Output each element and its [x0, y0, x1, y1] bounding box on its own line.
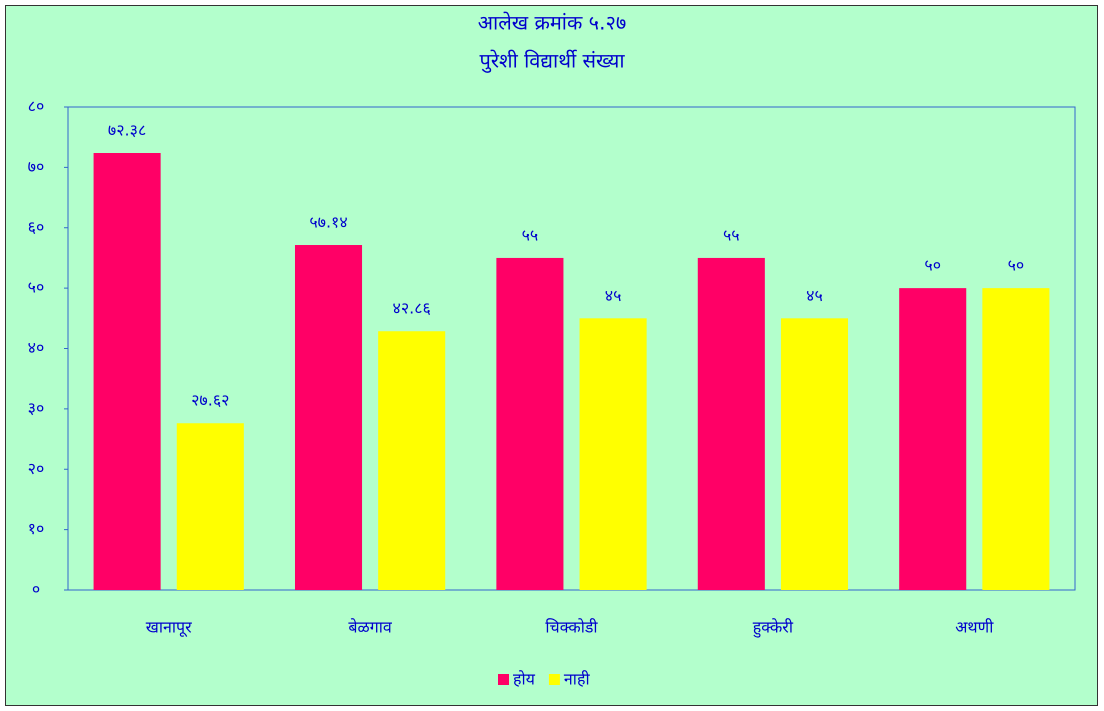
x-tick-label: चिक्कोडी: [545, 618, 598, 637]
x-tick-label: खानापूर: [146, 618, 192, 638]
y-tick-label: ३०: [28, 398, 45, 417]
y-tick-label: ०: [32, 580, 40, 599]
data-label: ५०: [1008, 256, 1025, 275]
bar: [93, 153, 161, 591]
bar: [780, 318, 849, 590]
bar: [294, 245, 363, 590]
bar: [378, 331, 446, 590]
x-tick-label: हुक्केरी: [753, 618, 794, 639]
bar: [899, 288, 967, 590]
y-tick-label: ४०: [28, 338, 45, 357]
y-tick-label: ७०: [28, 157, 45, 176]
data-label: ७२.३८: [108, 121, 146, 140]
data-label: ५५: [723, 225, 740, 244]
x-tick-label: अथणी: [955, 618, 994, 637]
y-tick-label: ५०: [28, 278, 45, 297]
y-tick-label: १०: [28, 519, 45, 538]
x-tick-label: बेळगाव: [348, 618, 392, 637]
data-label: ५५: [522, 225, 539, 244]
bar: [579, 318, 647, 590]
bar: [982, 288, 1050, 590]
legend-swatch: [498, 674, 509, 685]
legend-label: नाही: [564, 670, 591, 689]
chart-title: आलेख क्रमांक ५.२७: [478, 11, 627, 35]
y-tick-label: २०: [28, 459, 45, 478]
legend-label: होय: [513, 670, 536, 689]
data-label: ४५: [806, 286, 823, 305]
bar: [176, 423, 244, 590]
data-label: ४२.८६: [393, 299, 431, 318]
data-label: २७.६२: [191, 391, 229, 410]
y-tick-label: ८०: [28, 97, 45, 116]
data-label: ५७.१४: [309, 213, 347, 232]
bar: [496, 257, 564, 590]
legend-swatch: [548, 674, 560, 685]
bar: [697, 257, 765, 590]
y-tick-label: ६०: [28, 217, 45, 236]
chart-subtitle: पुरेशी विद्यार्थी संख्या: [479, 49, 625, 74]
data-label: ४५: [605, 286, 622, 305]
data-label: ५०: [924, 256, 941, 275]
